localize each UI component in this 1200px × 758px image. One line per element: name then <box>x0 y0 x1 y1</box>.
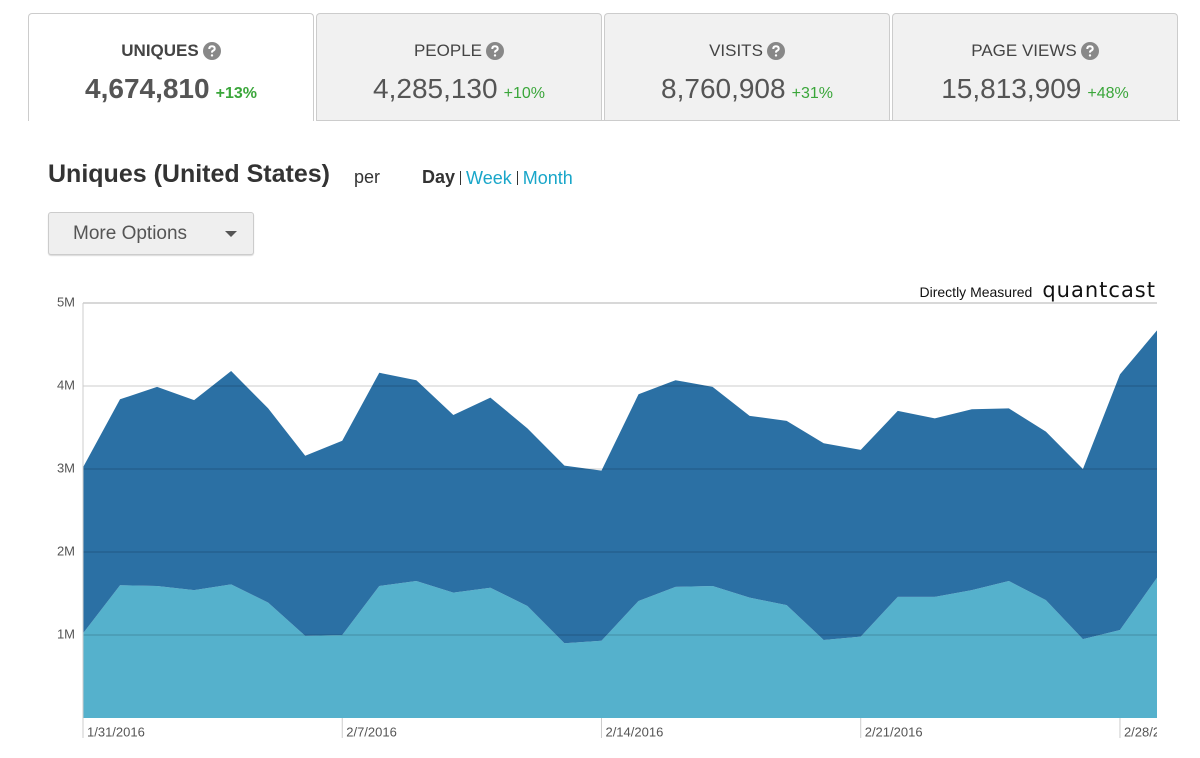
help-glyph <box>772 45 780 53</box>
help-dot <box>210 54 213 57</box>
help-glyph <box>491 45 499 53</box>
help-glyph <box>1086 45 1094 53</box>
y-tick-label: 4M <box>57 377 75 392</box>
x-tick-label: 2/7/2016 <box>346 724 397 739</box>
x-tick-label: 1/31/2016 <box>87 724 145 739</box>
button-label: More Options <box>73 223 188 244</box>
tab-label: VISITS <box>709 41 763 60</box>
help-dot <box>1088 54 1091 57</box>
tab-value: 8,760,908 <box>661 73 786 104</box>
tab-change: +13% <box>215 85 257 102</box>
tab-value-row: 15,813,909 +48% <box>893 73 1177 105</box>
help-dot <box>774 54 778 57</box>
area <box>83 577 1157 718</box>
period-day[interactable]: Day <box>422 167 456 187</box>
tab-label: UNIQUES <box>121 41 199 60</box>
tab-label-row: UNIQUES <box>29 41 313 61</box>
x-tick-label: 2/21/2016 <box>865 724 923 739</box>
measured-badge: Directly Measured quantcast <box>920 278 1156 302</box>
tab-change: +10% <box>503 85 545 102</box>
tab-change: +31% <box>791 85 833 102</box>
help-glyph <box>208 45 216 53</box>
y-tick-label: 2M <box>57 543 75 558</box>
badge-text: Directly Measured <box>919 284 1033 300</box>
brand: quantcast <box>1042 278 1156 302</box>
tab-value-row: 4,285,130 +10% <box>317 73 601 105</box>
tab-change: +48% <box>1087 85 1129 102</box>
metric-tab[interactable]: PEOPLE 4,285,130 +10% <box>316 13 602 121</box>
tab-value-row: 4,674,810 +13% <box>29 73 313 105</box>
tab-value: 15,813,909 <box>941 73 1082 104</box>
area <box>83 330 1157 644</box>
per-label: per <box>354 167 381 187</box>
tab-label-row: VISITS <box>605 41 889 61</box>
help-icon <box>1080 42 1099 60</box>
help-dot <box>493 54 497 57</box>
caret <box>225 231 237 237</box>
tab-value-row: 8,760,908 +31% <box>605 73 889 105</box>
tab-value: 4,285,130 <box>373 73 498 104</box>
y-tick-label: 3M <box>57 460 75 475</box>
metric-tab[interactable]: VISITS 8,760,908 +31% <box>604 13 890 121</box>
metric-tab[interactable]: UNIQUES 4,674,810 +13% <box>28 13 314 121</box>
help-icon <box>766 42 785 60</box>
y-tick-label: 5M <box>57 294 75 309</box>
tab-label-row: PEOPLE <box>317 41 601 61</box>
tab-label: PAGE VIEWS <box>971 41 1077 60</box>
chart-heading: Uniques (United States) <box>48 160 330 188</box>
metric-tab[interactable]: PAGE VIEWS 15,813,909 +48% <box>892 13 1178 121</box>
period-week[interactable]: Week <box>460 169 517 187</box>
tab-label: PEOPLE <box>413 41 483 60</box>
period-month[interactable]: Month <box>516 169 578 187</box>
y-tick-label: 1M <box>57 626 75 641</box>
x-tick-label: 2/14/2016 <box>605 724 663 739</box>
help-icon <box>486 42 505 60</box>
tab-baseline <box>316 120 1180 121</box>
x-tick-label: 2/28/2016 <box>1124 724 1182 739</box>
help-icon <box>202 42 221 60</box>
tab-value: 4,674,810 <box>85 73 210 104</box>
more-options-button[interactable]: More Options <box>48 212 254 255</box>
tab-label-row: PAGE VIEWS <box>893 41 1177 61</box>
period-selector: per Day Week Month <box>349 167 578 188</box>
